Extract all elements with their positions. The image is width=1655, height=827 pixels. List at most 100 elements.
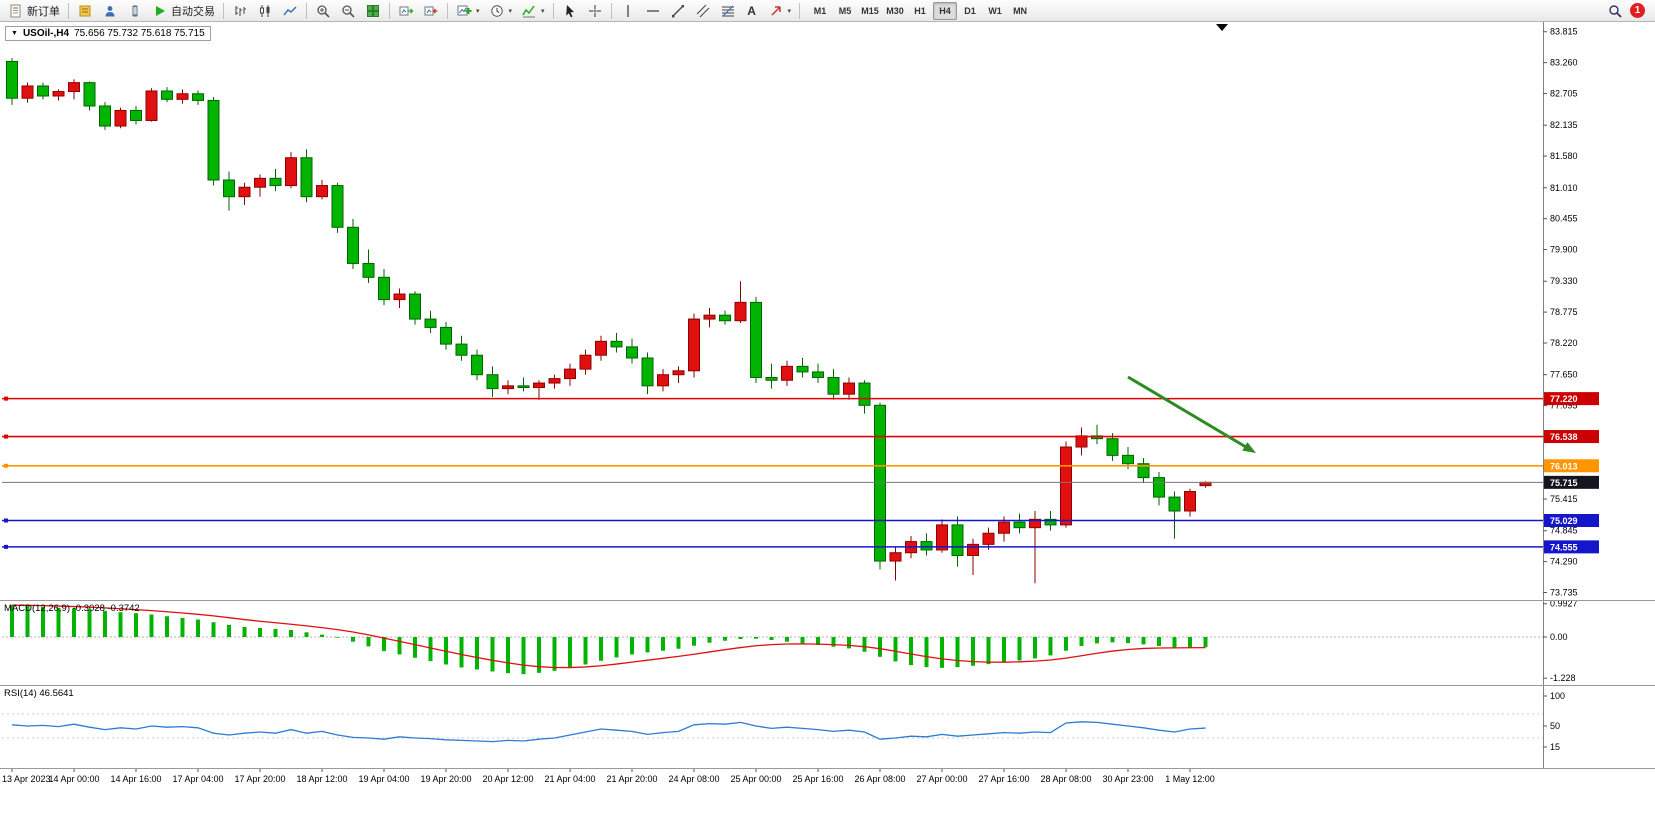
- autotrading-button[interactable]: 自动交易: [148, 1, 219, 21]
- auto-scroll-button[interactable]: [394, 1, 418, 21]
- svg-text:50: 50: [1550, 721, 1560, 731]
- macd-panel: 0.9927 0.00 -1.228 MACD(12,26,9) -0.3028 -0…: [2, 599, 1578, 683]
- svg-text:83.260: 83.260: [1550, 58, 1578, 68]
- timeframe-d1-button[interactable]: D1: [958, 2, 982, 20]
- profiles-button[interactable]: ▾: [485, 1, 517, 21]
- metaeditor-button[interactable]: [73, 1, 97, 21]
- timeframe-w1-button[interactable]: W1: [983, 2, 1007, 20]
- price-line-label[interactable]: [1544, 514, 1599, 528]
- price-line-label[interactable]: [1544, 540, 1599, 554]
- vertical-line-button[interactable]: [616, 1, 640, 21]
- price-line-label[interactable]: [1544, 430, 1599, 444]
- autotrading-play-icon: [152, 3, 168, 19]
- macd-signal-line: [11, 604, 1206, 669]
- cursor-arrow-icon: [562, 3, 578, 19]
- new-order-label: 新订单: [27, 5, 60, 18]
- zoom-in-button[interactable]: [311, 1, 335, 21]
- equidistant-channel-button[interactable]: [691, 1, 715, 21]
- price-line-label[interactable]: [1544, 392, 1599, 406]
- toolbar-separator: [799, 2, 801, 19]
- zoom-out-button[interactable]: [336, 1, 360, 21]
- svg-text:77.650: 77.650: [1550, 370, 1578, 380]
- trend-arrow-head[interactable]: [1242, 442, 1256, 453]
- dropdown-caret-icon: ▾: [508, 7, 513, 15]
- timeframe-m5-button[interactable]: M5: [833, 2, 857, 20]
- price-line-label[interactable]: [1544, 475, 1599, 489]
- toolbar-separator: [306, 2, 307, 19]
- arrows-button[interactable]: ▾: [764, 1, 796, 21]
- new-order-icon: [8, 3, 24, 19]
- svg-text:81.580: 81.580: [1550, 151, 1578, 161]
- horizontal-line-button[interactable]: [641, 1, 665, 21]
- timeframe-m1-button[interactable]: M1: [808, 2, 832, 20]
- svg-text:17 Apr 04:00: 17 Apr 04:00: [172, 774, 223, 784]
- trendline-button[interactable]: [666, 1, 690, 21]
- svg-text:15: 15: [1550, 742, 1560, 752]
- mobile-app-button[interactable]: [123, 1, 147, 21]
- fibonacci-button[interactable]: [716, 1, 740, 21]
- svg-text:19 Apr 20:00: 19 Apr 20:00: [420, 774, 471, 784]
- line-anchor-handle[interactable]: [4, 396, 8, 401]
- timeframe-m30-button[interactable]: M30: [883, 2, 907, 20]
- bar-chart-icon: [232, 3, 248, 19]
- svg-text:82.135: 82.135: [1550, 120, 1578, 130]
- svg-text:14 Apr 00:00: 14 Apr 00:00: [48, 774, 99, 784]
- tile-windows-button[interactable]: [361, 1, 385, 21]
- svg-text:76.013: 76.013: [1550, 461, 1578, 471]
- svg-text:25 Apr 16:00: 25 Apr 16:00: [792, 774, 843, 784]
- chart-shift-button[interactable]: [419, 1, 443, 21]
- timeframe-mn-button[interactable]: MN: [1008, 2, 1032, 20]
- svg-text:73.735: 73.735: [1550, 587, 1578, 597]
- line-anchor-handle[interactable]: [4, 434, 8, 439]
- candlestick-chart-button[interactable]: [253, 1, 277, 21]
- new-chart-button[interactable]: ▾: [452, 1, 484, 21]
- trend-arrow-annotation[interactable]: [1127, 375, 1249, 450]
- bar-chart-button[interactable]: [228, 1, 252, 21]
- chart-canvas[interactable]: 83.815 83.260 82.705 82.135 81.580 81.010 80.4…: [0, 22, 1655, 827]
- svg-text:77.095: 77.095: [1550, 401, 1578, 411]
- crosshair-button[interactable]: [583, 1, 607, 21]
- timeframe-h4-button[interactable]: H4: [933, 1, 958, 20]
- line-anchor-handle[interactable]: [4, 544, 8, 549]
- line-anchor-handle[interactable]: [4, 518, 8, 523]
- channel-icon: [695, 3, 711, 19]
- svg-text:30 Apr 23:00: 30 Apr 23:00: [1102, 774, 1153, 784]
- chart-shift-marker[interactable]: [1216, 24, 1228, 31]
- candlestick-series: [6, 58, 1212, 584]
- community-button[interactable]: [98, 1, 122, 21]
- timeframe-h1-button[interactable]: H1: [908, 2, 932, 20]
- new-order-button[interactable]: 新订单: [4, 1, 64, 21]
- price-line-label[interactable]: [1544, 459, 1599, 473]
- new-chart-icon: [456, 3, 472, 19]
- svg-text:78.775: 78.775: [1550, 307, 1578, 317]
- rsi-line: [11, 721, 1206, 743]
- text-label-button[interactable]: A: [741, 1, 763, 21]
- cursor-button[interactable]: [558, 1, 582, 21]
- price-scale[interactable]: 83.815 83.260 82.705 82.135 81.580 81.010 80.4…: [1543, 22, 1599, 768]
- timeframe-m15-button[interactable]: M15: [858, 2, 882, 20]
- notification-badge[interactable]: 1: [1630, 3, 1645, 18]
- indicators-icon: [521, 3, 537, 19]
- svg-text:77.220: 77.220: [1550, 394, 1578, 404]
- dropdown-caret-icon: ▾: [476, 7, 480, 15]
- indicators-button[interactable]: ▾: [517, 1, 549, 21]
- line-chart-icon: [282, 3, 298, 19]
- dropdown-caret-icon: ▾: [787, 7, 792, 15]
- one-click-trading-toggle[interactable]: ▼: [11, 30, 18, 37]
- macd-label: MACD(12,26,9) -0.3028 -0.3742: [4, 603, 140, 614]
- zoom-out-icon: [340, 3, 356, 19]
- horizontal-lines: [2, 396, 1543, 549]
- line-anchor-handle[interactable]: [4, 463, 8, 468]
- search-symbols-button[interactable]: [1603, 1, 1627, 21]
- clock-icon: [489, 3, 505, 19]
- svg-text:74.290: 74.290: [1550, 557, 1578, 567]
- candlestick-icon: [257, 3, 273, 19]
- line-chart-button[interactable]: [278, 1, 302, 21]
- svg-text:-1.228: -1.228: [1550, 673, 1576, 683]
- toolbar-separator: [68, 2, 69, 19]
- chart-shift-icon: [423, 3, 439, 19]
- horizontal-line-icon: [645, 3, 661, 19]
- chart-symbol-period: USOil-,H4: [22, 28, 70, 39]
- vertical-line-icon: [620, 3, 636, 19]
